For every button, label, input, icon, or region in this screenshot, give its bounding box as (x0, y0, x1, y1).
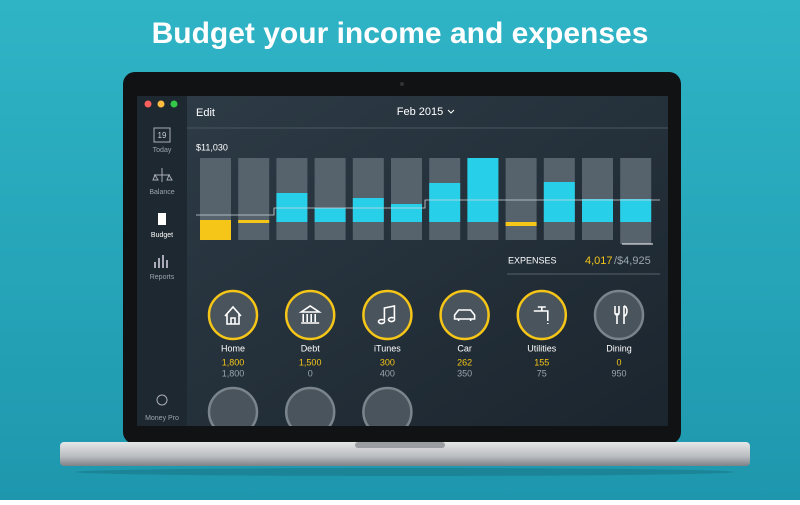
category-name: Debt (301, 343, 321, 353)
category-budget: 950 (611, 368, 626, 378)
chart-column (238, 158, 270, 240)
minimize-button[interactable] (157, 100, 165, 108)
category-button (207, 386, 259, 426)
reports-icon (154, 255, 168, 268)
category-button (284, 386, 336, 426)
category-spent: 1,500 (299, 357, 322, 367)
category-icon (614, 305, 628, 324)
shadow (75, 468, 735, 476)
camera (400, 82, 404, 86)
chart-bar (429, 183, 461, 222)
chart-bar-over (505, 222, 537, 226)
category-icon (298, 305, 322, 324)
category-name: Dining (606, 343, 632, 353)
sidebar-item[interactable]: Balance (149, 189, 174, 196)
chart-bar (276, 193, 308, 222)
balance-icon (152, 168, 173, 182)
category-budget: 0 (308, 368, 313, 378)
zoom-button[interactable] (170, 100, 178, 108)
chart-bar (543, 182, 575, 222)
sidebar-item[interactable]: Today (153, 147, 172, 154)
category-icon (453, 309, 476, 321)
account-icon (156, 394, 168, 406)
close-button[interactable] (144, 100, 152, 108)
category-spent: 1,800 (222, 357, 245, 367)
screen: 19 Today Balance Budget Reports Money Pr… (137, 96, 668, 426)
category-button[interactable] (439, 289, 490, 341)
category-spent: 262 (457, 357, 472, 367)
expenses-label: EXPENSES (508, 255, 557, 265)
category-budget: 350 (457, 368, 472, 378)
chart-max-label: $11,030 (196, 142, 228, 152)
category-spent: 0 (616, 357, 621, 367)
category-icon (533, 306, 549, 324)
chart-bar (467, 158, 499, 222)
headline: Budget your income and expenses (152, 17, 649, 50)
screen-bg (137, 96, 668, 426)
category-spent: 300 (380, 357, 395, 367)
sidebar-item[interactable]: Budget (151, 232, 173, 239)
category-grid: Home1,8001,800Debt1,5000iTunes300400Car2… (207, 289, 645, 426)
chart-column (314, 158, 346, 240)
month-selector[interactable]: Feb 2015 (397, 106, 443, 118)
chart-bar (314, 208, 346, 222)
chart-bar (582, 199, 613, 222)
chart-bar-over (200, 220, 231, 240)
expenses-spent: 4,017 (585, 255, 613, 267)
budget-icon (158, 213, 166, 225)
chevron (447, 109, 455, 114)
chart-bar (391, 204, 422, 222)
laptop-base (60, 442, 750, 466)
edit-button[interactable]: Edit (196, 107, 215, 119)
category-button[interactable] (516, 289, 568, 341)
budget-chart (196, 158, 660, 245)
category-budget: 75 (537, 368, 547, 378)
chart-bar (620, 199, 652, 222)
category-button (362, 386, 413, 426)
budget-line (196, 199, 660, 216)
category-icon (224, 305, 242, 325)
chart-bar (352, 198, 384, 222)
category-name: Home (221, 343, 245, 353)
today-icon (153, 127, 171, 143)
category-budget: 400 (380, 368, 395, 378)
chart-bar-over (238, 220, 270, 223)
expenses-budget: /$4,925 (614, 255, 651, 267)
sidebar-item[interactable]: Reports (150, 274, 175, 281)
category-budget: 1,800 (222, 368, 245, 378)
category-button[interactable] (284, 289, 336, 341)
category-name: iTunes (374, 343, 401, 353)
category-name: Car (457, 343, 472, 353)
category-button[interactable] (207, 289, 259, 341)
account-label[interactable]: Money Pro (145, 415, 179, 422)
category-spent: 155 (534, 357, 549, 367)
category-icon (377, 305, 396, 325)
chart-column (391, 158, 422, 240)
category-name: Utilities (527, 343, 557, 353)
chart-column (505, 158, 537, 240)
category-button[interactable] (362, 289, 413, 341)
base-notch (355, 442, 445, 448)
today-icon-text: 19 (158, 131, 167, 140)
